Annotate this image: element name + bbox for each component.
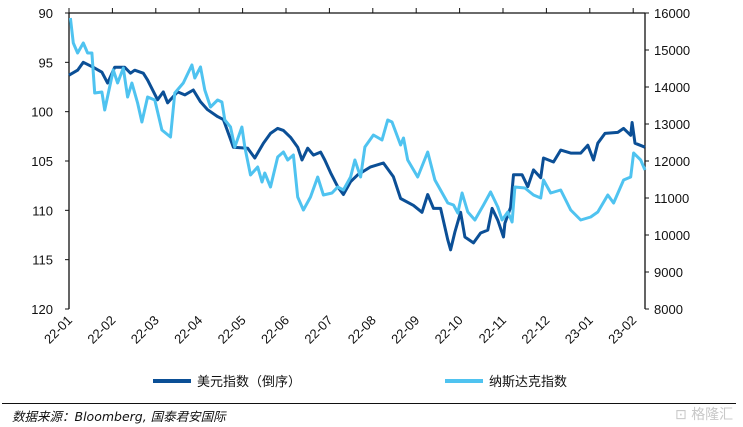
left-axis-tick-label: 90: [39, 6, 53, 21]
watermark-text: 格隆汇: [691, 407, 734, 423]
legend-item-nasdaq: 纳斯达克指数: [445, 371, 567, 390]
right-axis-tick-label: 12000: [654, 154, 690, 169]
right-axis-tick-label: 13000: [654, 117, 690, 132]
legend-swatch-nasdaq: [445, 378, 483, 383]
x-axis-tick-label: 22-02: [84, 313, 118, 347]
right-axis-tick-label: 11000: [654, 191, 689, 206]
x-axis-tick-label: 22-05: [215, 313, 249, 347]
x-axis-tick-label: 22-12: [518, 313, 552, 347]
right-axis-tick-label: 14000: [654, 80, 690, 95]
right-axis-tick-label: 10000: [654, 228, 690, 243]
left-axis-tick-label: 105: [31, 154, 53, 169]
right-axis-tick-label: 8000: [654, 302, 683, 317]
right-axis-tick-label: 16000: [654, 6, 690, 21]
x-axis-tick-label: 22-07: [301, 313, 335, 347]
left-axis-tick-label: 120: [31, 302, 53, 317]
series-line-usd: [68, 60, 646, 252]
x-axis-tick-label: 22-06: [258, 313, 292, 347]
line-chart: 90 95 100 105 110 115 120 16000 15000 14000 13000 1…: [31, 6, 690, 347]
x-axis-tick-label: 23-01: [562, 313, 596, 347]
source-note: 数据来源：Bloomberg, 国泰君安国际: [12, 409, 226, 424]
left-axis-tick-label: 110: [32, 203, 53, 218]
right-axis-tick-label: 15000: [654, 43, 690, 58]
x-axis-tick-label: 22-04: [171, 313, 205, 347]
x-axis-tick-label: 22-09: [388, 313, 422, 347]
x-axis-tick-label: 22-10: [432, 313, 466, 347]
left-axis-tick-label: 95: [39, 55, 53, 70]
x-axis-tick-label: 22-01: [41, 313, 75, 347]
legend-label-usd: 美元指数（倒序）: [197, 375, 302, 390]
watermark-logo: ⊡ 格隆汇: [675, 407, 734, 423]
x-axis-tick-label: 23-02: [605, 313, 639, 347]
right-axis-tick-label: 9000: [654, 265, 683, 280]
x-axis-tick-label: 22-03: [128, 313, 162, 347]
legend-item-usd: 美元指数（倒序）: [153, 371, 301, 390]
left-axis-tick-label: 115: [32, 253, 53, 268]
legend-label-nasdaq: 纳斯达克指数: [489, 375, 568, 390]
left-axis-tick-label: 100: [31, 105, 53, 120]
x-axis-tick-label: 22-11: [476, 313, 509, 346]
x-axis-tick-label: 22-08: [345, 313, 379, 347]
series-line-nasdaq: [68, 17, 647, 224]
legend-swatch-usd: [153, 378, 191, 383]
divider: [2, 403, 736, 404]
